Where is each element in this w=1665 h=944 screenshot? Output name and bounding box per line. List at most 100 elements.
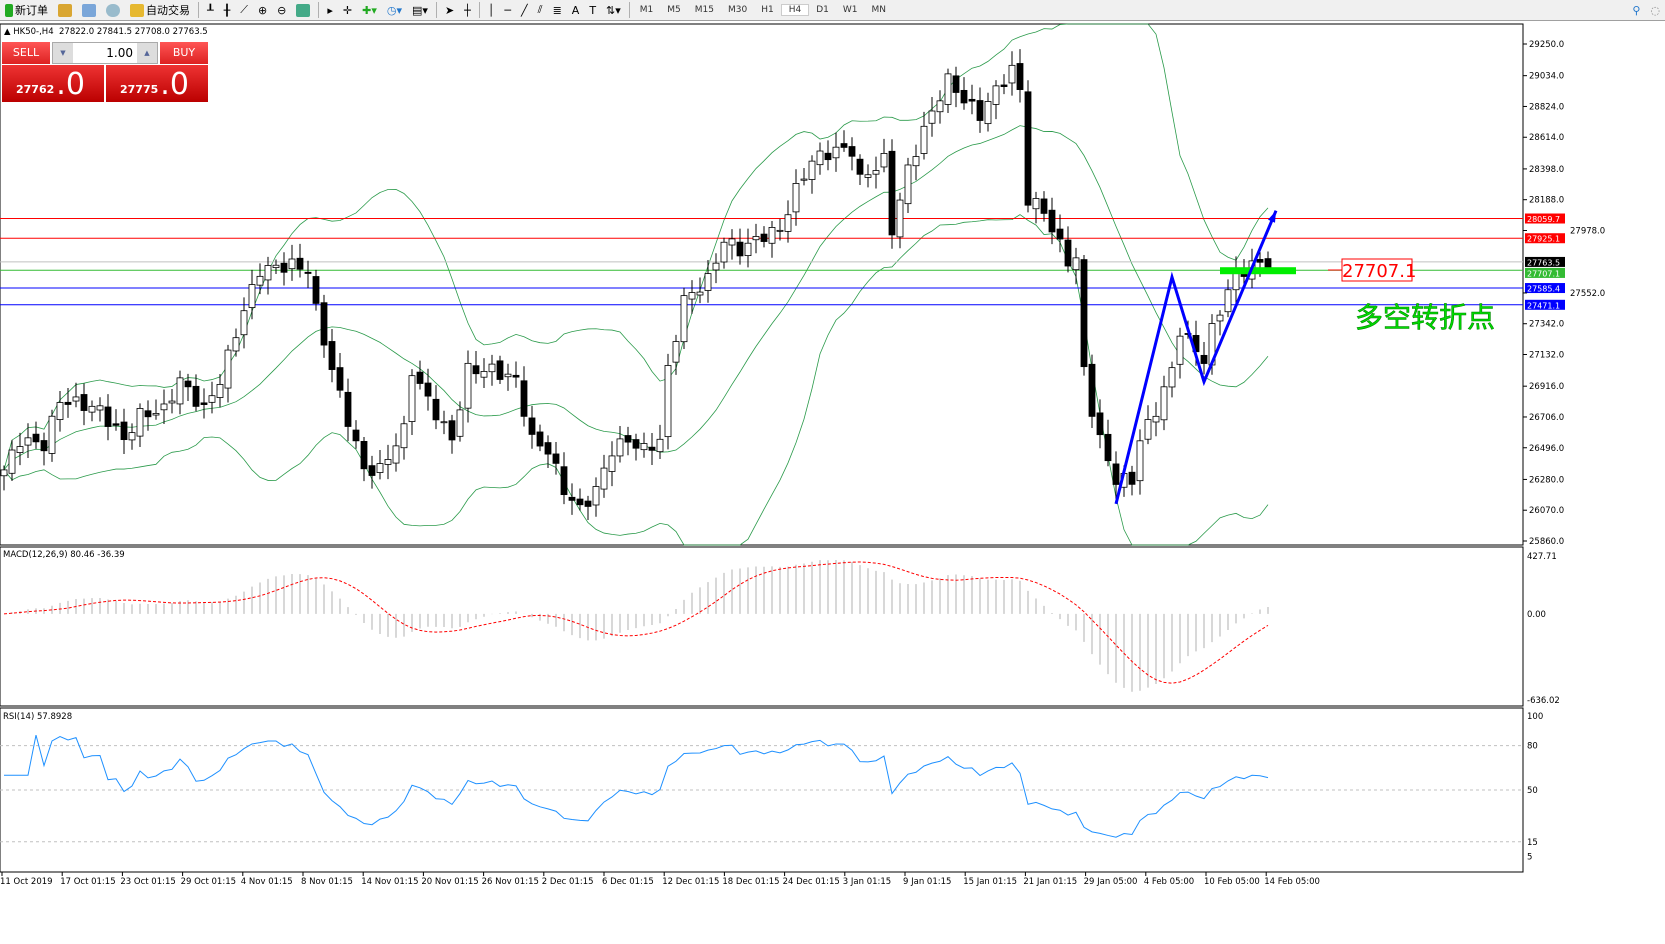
lot-stepper[interactable]: ▼▲ <box>52 42 158 64</box>
cursor-button[interactable]: ➤ <box>440 0 459 20</box>
crosshair-button[interactable]: ┼ <box>459 0 476 20</box>
turning-point-text[interactable]: 多空转折点 <box>1355 301 1496 335</box>
new-order-label: 新订单 <box>15 4 48 17</box>
time-axis-label: 8 Nov 01:15 <box>301 877 353 887</box>
crosshair-icon: ┼ <box>464 3 471 17</box>
timeframe-h1[interactable]: H1 <box>761 5 774 15</box>
trendline-button[interactable]: ╱ <box>516 0 533 20</box>
candle-body <box>168 400 176 404</box>
timeframe-mn[interactable]: MN <box>871 5 887 15</box>
macd-axis-label: 427.71 <box>1527 552 1557 562</box>
lot-input[interactable] <box>73 43 137 63</box>
timeframe-m15[interactable]: M15 <box>694 5 715 15</box>
candlestick-button[interactable]: ╂ <box>219 0 236 20</box>
sell-button[interactable]: SELL <box>2 42 50 64</box>
zoom-in-button[interactable]: ⊕ <box>253 0 272 20</box>
rsi-axis-label: 50 <box>1527 786 1538 796</box>
candle-body <box>408 375 416 422</box>
chat-button[interactable]: ◌ <box>1645 0 1665 20</box>
plus-icon <box>5 3 13 17</box>
sell-price[interactable]: 27762.0 <box>2 65 104 102</box>
candle-body <box>568 496 576 501</box>
price-axis-label: 28614.0 <box>1529 133 1564 143</box>
bollinger-upper-band <box>3 23 1269 470</box>
candle-body <box>352 429 360 442</box>
price-axis-label: 28824.0 <box>1529 102 1564 112</box>
time-axis-label: 3 Jan 01:15 <box>843 877 891 887</box>
candle-body <box>232 337 240 352</box>
arrows-button[interactable]: ⇅▾ <box>601 0 626 20</box>
arrows-icon: ⇅▾ <box>606 3 621 17</box>
candle-body <box>88 405 96 413</box>
zoom-out-button[interactable]: ⊖ <box>272 0 291 20</box>
indicators-icon: ✚▾ <box>362 3 377 17</box>
horizontal-levels[interactable]: 28059.7 27925.1 27763.5 27707.1 27585.4 27471… <box>0 213 1565 311</box>
candle-body <box>336 367 344 391</box>
timeframe-w1[interactable]: W1 <box>842 5 858 15</box>
collapse-icon[interactable]: ▲ <box>4 27 11 37</box>
candle-body <box>680 295 688 343</box>
search-button[interactable]: ⚲ <box>1627 0 1645 20</box>
candle-body <box>880 153 888 168</box>
indicators-button[interactable]: ✚▾ <box>357 0 382 20</box>
candle-body <box>728 238 736 246</box>
candle-body <box>792 183 800 213</box>
fibonacci-button[interactable]: ≣ <box>548 0 567 20</box>
time-axis-label: 21 Jan 01:15 <box>1023 877 1077 887</box>
candle-body <box>272 264 280 269</box>
candle-body <box>976 100 984 121</box>
candle-body <box>752 236 760 241</box>
candle-body <box>368 465 376 476</box>
autoscroll-button[interactable]: ▸ <box>322 0 338 20</box>
auto-trading-label: 自动交易 <box>146 4 190 17</box>
market-watch-button[interactable] <box>77 0 101 20</box>
candle-body <box>720 241 728 263</box>
macd-panel: 427.71 0.00 -636.02 <box>3 552 1560 706</box>
text-label-button[interactable]: T <box>584 0 601 20</box>
lot-increase-button[interactable]: ▲ <box>137 43 157 63</box>
candle-body <box>592 486 600 506</box>
lot-decrease-button[interactable]: ▼ <box>53 43 73 63</box>
candle-body <box>176 377 184 405</box>
timeframe-h4[interactable]: H4 <box>780 4 810 16</box>
vertical-line-button[interactable]: │ <box>483 0 500 20</box>
chart-shift-button[interactable]: ✛ <box>338 0 357 20</box>
candle-body <box>384 459 392 465</box>
new-order-button[interactable]: 新订单 <box>0 0 53 20</box>
tile-windows-button[interactable] <box>291 0 315 20</box>
candle-body <box>1048 209 1056 233</box>
candle-body <box>624 435 632 443</box>
candle-body <box>200 402 208 405</box>
bar-chart-button[interactable]: ┸ <box>202 0 219 20</box>
candle-body <box>1200 354 1208 364</box>
timeframe-d1[interactable]: D1 <box>816 5 829 15</box>
candle-body <box>1168 367 1176 388</box>
timeframe-m1[interactable]: M1 <box>639 5 654 15</box>
timeframe-m5[interactable]: M5 <box>667 5 681 15</box>
line-chart-button[interactable]: ⟋ <box>235 0 253 20</box>
search-icon: ⚲ <box>1632 3 1641 17</box>
text-button[interactable]: A <box>567 0 585 20</box>
auto-trading-button[interactable]: 自动交易 <box>125 0 195 20</box>
candle-body <box>1136 440 1144 482</box>
signals-button[interactable] <box>101 0 125 20</box>
buy-price[interactable]: 27775.0 <box>106 65 208 102</box>
bollinger-middle-band <box>3 125 1269 471</box>
candle-body <box>376 463 384 473</box>
horizontal-line-button[interactable]: ─ <box>499 0 516 20</box>
periods-button[interactable]: ◷▾ <box>382 0 407 20</box>
candle-body <box>1088 363 1096 417</box>
drawings[interactable] <box>1114 210 1413 505</box>
history-button[interactable] <box>53 0 77 20</box>
chart-window[interactable]: 28059.7 27925.1 27763.5 27707.1 27585.4 27471… <box>0 22 1665 892</box>
sell-price-main: 27762 <box>16 83 55 96</box>
candle-body <box>912 156 920 167</box>
candle-body <box>48 415 56 454</box>
macd-label: MACD(12,26,9) 80.46 -36.39 <box>3 550 125 560</box>
timeframe-m30[interactable]: M30 <box>728 5 748 15</box>
price-label-27707[interactable]: 27707.1 <box>1342 261 1416 282</box>
candle-body <box>320 302 328 346</box>
equidistant-channel-button[interactable]: ⫽ <box>533 0 548 20</box>
templates-button[interactable]: ▤▾ <box>407 0 433 20</box>
buy-button[interactable]: BUY <box>160 42 208 64</box>
